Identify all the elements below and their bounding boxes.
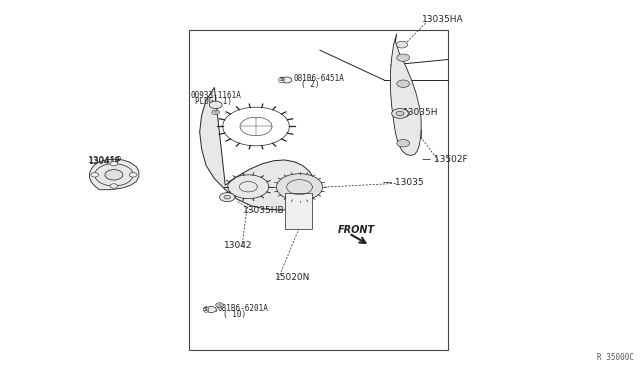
Circle shape — [95, 164, 133, 186]
Circle shape — [220, 193, 235, 202]
Circle shape — [397, 140, 410, 147]
Text: FRONT: FRONT — [338, 225, 375, 235]
Text: 13041P: 13041P — [88, 156, 122, 165]
Polygon shape — [90, 159, 139, 190]
Circle shape — [397, 110, 410, 117]
Bar — [189, 30, 448, 350]
Circle shape — [91, 173, 99, 177]
Circle shape — [397, 80, 410, 87]
Text: — 13035: — 13035 — [383, 178, 423, 187]
Text: PLUG( 1): PLUG( 1) — [195, 97, 232, 106]
Circle shape — [216, 303, 223, 307]
Text: 13035H: 13035H — [403, 108, 438, 117]
Circle shape — [396, 41, 408, 48]
Text: ( 2): ( 2) — [301, 80, 319, 89]
Polygon shape — [276, 174, 323, 201]
Circle shape — [392, 109, 408, 118]
Text: 13035HB: 13035HB — [243, 206, 285, 215]
Circle shape — [212, 110, 220, 115]
Circle shape — [129, 173, 137, 177]
Text: 13035HA: 13035HA — [422, 15, 464, 24]
Circle shape — [282, 77, 292, 83]
Text: ( 10): ( 10) — [223, 310, 246, 319]
Circle shape — [224, 195, 230, 199]
Circle shape — [105, 170, 123, 180]
Circle shape — [397, 54, 410, 61]
Polygon shape — [390, 33, 421, 155]
Text: 13041P: 13041P — [88, 157, 120, 166]
Circle shape — [110, 161, 118, 166]
Polygon shape — [200, 87, 316, 210]
Text: S: S — [204, 307, 208, 312]
Text: 00933-1161A: 00933-1161A — [191, 92, 241, 100]
Circle shape — [209, 101, 222, 109]
Bar — [285, 193, 312, 229]
Text: S: S — [280, 77, 284, 83]
Text: 15020N: 15020N — [275, 273, 310, 282]
Circle shape — [206, 307, 216, 312]
Text: R 35000C: R 35000C — [596, 353, 634, 362]
Circle shape — [396, 111, 404, 116]
Text: 081B6-6201A: 081B6-6201A — [218, 304, 268, 313]
Circle shape — [110, 184, 118, 188]
Text: 13042: 13042 — [224, 241, 253, 250]
Text: — 13502F: — 13502F — [422, 155, 468, 164]
Text: 081B6-6451A: 081B6-6451A — [293, 74, 344, 83]
